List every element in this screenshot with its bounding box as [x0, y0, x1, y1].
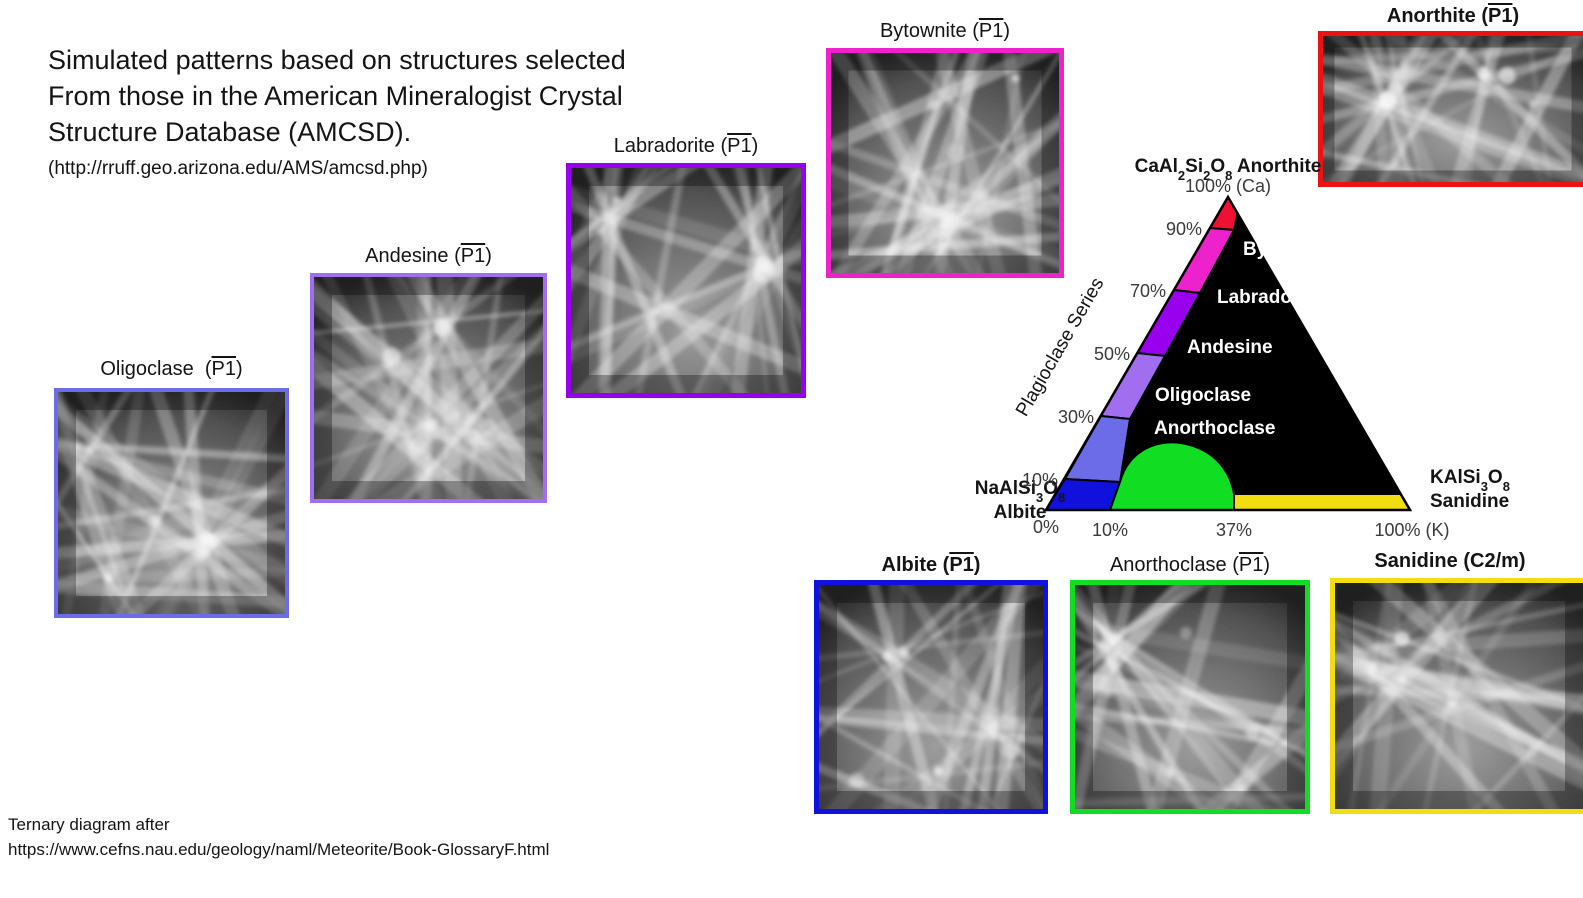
ternary-tick-left-70: 70%	[1130, 281, 1166, 301]
ebsd-pattern-sanidine	[1330, 578, 1583, 814]
ebsd-pattern-anorthite	[1318, 31, 1583, 187]
ebsd-pattern-anorthoclase	[1070, 580, 1310, 814]
ebsd-pattern-bytownite	[826, 48, 1064, 278]
ternary-vertex-bottomright-formula: KAlSi3O8	[1430, 467, 1510, 494]
pattern-label-oligoclase: Oligoclase (P1)	[100, 358, 243, 380]
ebsd-pattern-albite	[814, 580, 1048, 814]
ternary-label-andesine: Andesine	[1187, 337, 1273, 358]
ternary-field-sanidine	[1233, 493, 1410, 510]
pattern-panel-bytownite[interactable]: Bytownite (P1)	[826, 20, 1064, 278]
ternary-tick-bottom-100: 100% (K)	[1374, 520, 1449, 540]
ternary-tick-bottom-0: 0%	[1033, 517, 1059, 537]
ternary-vertex-bottomright-mineral: Sanidine	[1430, 491, 1509, 512]
ternary-tick-left-90: 90%	[1166, 219, 1202, 239]
pattern-label-anorthite: Anorthite (P1)	[1386, 5, 1520, 27]
pattern-label-albite: Albite (P1)	[881, 554, 981, 576]
pattern-label-sanidine: Sanidine (C2/m)	[1374, 550, 1526, 572]
ebsd-pattern-oligoclase	[54, 388, 289, 618]
pattern-panel-anorthite[interactable]: Anorthite (P1)	[1318, 5, 1583, 187]
pattern-panel-oligoclase[interactable]: Oligoclase (P1)	[54, 358, 289, 618]
pattern-label-anorthoclase: Anorthoclase (P1)	[1109, 554, 1271, 576]
ternary-tick-top: 100% (Ca)	[1185, 176, 1271, 196]
pattern-panel-sanidine[interactable]: Sanidine (C2/m)	[1330, 550, 1583, 814]
heading-line-3: Structure Database (AMCSD).	[48, 117, 412, 147]
amcsd-url: (http://rruff.geo.arizona.edu/AMS/amcsd.…	[48, 158, 428, 179]
ternary-tick-left-50: 50%	[1094, 344, 1130, 364]
ternary-tick-bottom-10: 10%	[1092, 520, 1128, 540]
ebsd-pattern-labradorite	[566, 163, 806, 398]
pattern-label-bytownite: Bytownite (P1)	[879, 20, 1011, 42]
pattern-panel-andesine[interactable]: Andesine (P1)	[310, 245, 547, 503]
ternary-tick-left-30: 30%	[1058, 407, 1094, 427]
ternary-tick-bottom-37: 37%	[1216, 520, 1252, 540]
ternary-vertex-bottomleft-mineral: Albite	[994, 502, 1047, 523]
heading-block: Simulated patterns based on structures s…	[48, 42, 748, 184]
heading-line-1: Simulated patterns based on structures s…	[48, 45, 626, 75]
heading-line-2: From those in the American Mineralogist …	[48, 81, 623, 111]
pattern-label-andesine: Andesine (P1)	[365, 245, 492, 267]
ternary-label-anorthoclase: Anorthoclase	[1154, 418, 1275, 439]
footer-credit: Ternary diagram after https://www.cefns.…	[8, 812, 549, 862]
footer-line-2: https://www.cefns.nau.edu/geology/naml/M…	[8, 840, 550, 859]
ternary-label-labradorite: Labradorite	[1217, 287, 1322, 308]
pattern-panel-labradorite[interactable]: Labradorite (P1)	[566, 135, 806, 398]
ternary-label-bytownite: Bytownite	[1243, 239, 1334, 260]
pattern-panel-albite[interactable]: Albite (P1)	[814, 554, 1048, 814]
ternary-tick-left-10: 10%	[1022, 470, 1058, 490]
ternary-outline	[1043, 194, 1413, 512]
ternary-diagram: Bytownite Labradorite Andesine Oligoclas…	[960, 150, 1560, 550]
ternary-field-anorthoclase	[1108, 441, 1235, 510]
ebsd-pattern-andesine	[310, 273, 547, 503]
footer-line-1: Ternary diagram after	[8, 815, 170, 834]
pattern-panel-anorthoclase[interactable]: Anorthoclase (P1)	[1070, 554, 1310, 814]
ternary-label-oligoclase: Oligoclase	[1155, 385, 1251, 406]
pattern-label-labradorite: Labradorite (P1)	[613, 135, 759, 157]
